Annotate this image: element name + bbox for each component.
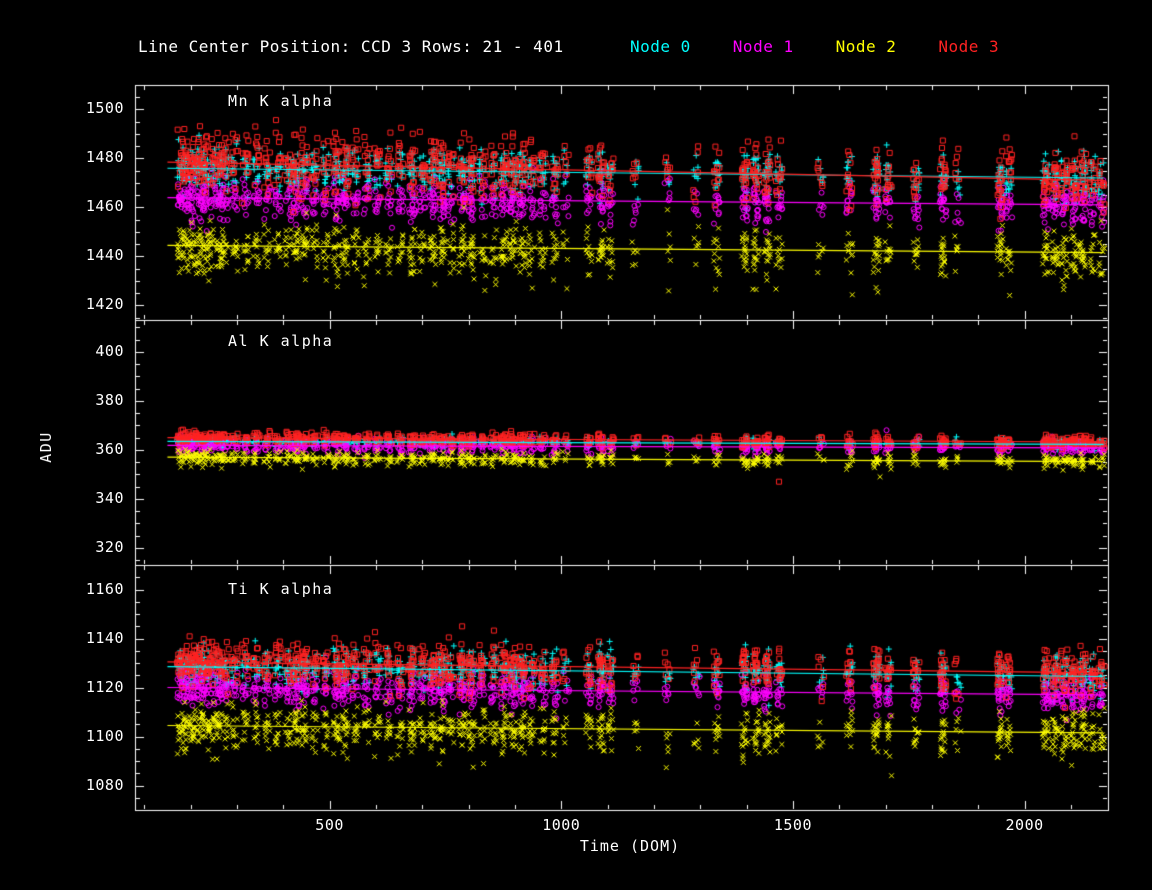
- legend: Node 0 Node 1 Node 2 Node 3: [630, 37, 999, 56]
- legend-node-0: Node 0: [630, 37, 691, 56]
- legend-node-2: Node 2: [835, 37, 897, 56]
- legend-node-3: Node 3: [938, 37, 1000, 56]
- y-axis-label: ADU: [37, 431, 55, 463]
- chart-title: Line Center Position: CCD 3 Rows: 21 - 4…: [138, 37, 564, 56]
- panel-title-mn-k-alpha: Mn K alpha: [228, 92, 334, 110]
- panel-title-ti-k-alpha: Ti K alpha: [228, 580, 334, 598]
- panel-title-al-k-alpha: Al K alpha: [228, 332, 334, 350]
- legend-node-1: Node 1: [732, 37, 794, 56]
- x-axis-label: Time (DOM): [579, 837, 681, 855]
